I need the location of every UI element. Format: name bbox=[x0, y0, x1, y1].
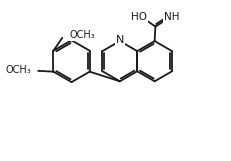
Text: N: N bbox=[115, 35, 124, 45]
Text: OCH₃: OCH₃ bbox=[69, 30, 95, 40]
Text: NH: NH bbox=[163, 12, 179, 22]
Text: HO: HO bbox=[131, 12, 147, 22]
Text: OCH₃: OCH₃ bbox=[6, 65, 32, 75]
